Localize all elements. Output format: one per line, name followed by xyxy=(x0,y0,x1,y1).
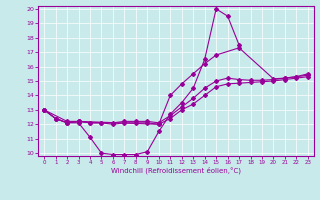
X-axis label: Windchill (Refroidissement éolien,°C): Windchill (Refroidissement éolien,°C) xyxy=(111,167,241,174)
